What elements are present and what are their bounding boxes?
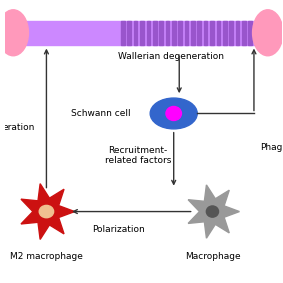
Bar	[128, 21, 131, 45]
Bar	[191, 21, 195, 45]
Bar	[159, 21, 163, 45]
Text: Recruitment-
related factors: Recruitment- related factors	[104, 146, 171, 165]
Text: Schwann cell: Schwann cell	[71, 109, 131, 118]
Bar	[147, 21, 150, 45]
Bar	[185, 21, 188, 45]
Bar	[198, 21, 201, 45]
Bar	[153, 21, 156, 45]
Bar	[229, 21, 233, 45]
Bar	[121, 21, 260, 45]
Bar	[248, 21, 252, 45]
Ellipse shape	[150, 98, 197, 129]
Ellipse shape	[252, 10, 283, 56]
Bar	[255, 21, 258, 45]
Text: eration: eration	[3, 123, 35, 132]
Bar	[223, 21, 227, 45]
Text: Phag-: Phag-	[260, 143, 283, 152]
Bar	[121, 21, 125, 45]
Ellipse shape	[206, 206, 218, 217]
Ellipse shape	[0, 10, 29, 56]
Bar	[236, 21, 239, 45]
Ellipse shape	[39, 205, 53, 218]
Polygon shape	[21, 184, 75, 239]
Bar	[172, 21, 176, 45]
Ellipse shape	[166, 106, 181, 121]
Bar	[166, 21, 169, 45]
Text: Macrophage: Macrophage	[185, 252, 240, 261]
Text: Polarization: Polarization	[92, 225, 145, 234]
Bar	[134, 21, 138, 45]
Bar	[140, 21, 144, 45]
Bar	[178, 21, 182, 45]
Bar	[210, 21, 214, 45]
Text: M2 macrophage: M2 macrophage	[10, 252, 83, 261]
Bar	[204, 21, 207, 45]
Text: Wallerian degeneration: Wallerian degeneration	[118, 52, 224, 61]
Bar	[242, 21, 246, 45]
Bar	[216, 21, 220, 45]
Polygon shape	[188, 185, 239, 238]
Bar	[5, 21, 121, 45]
